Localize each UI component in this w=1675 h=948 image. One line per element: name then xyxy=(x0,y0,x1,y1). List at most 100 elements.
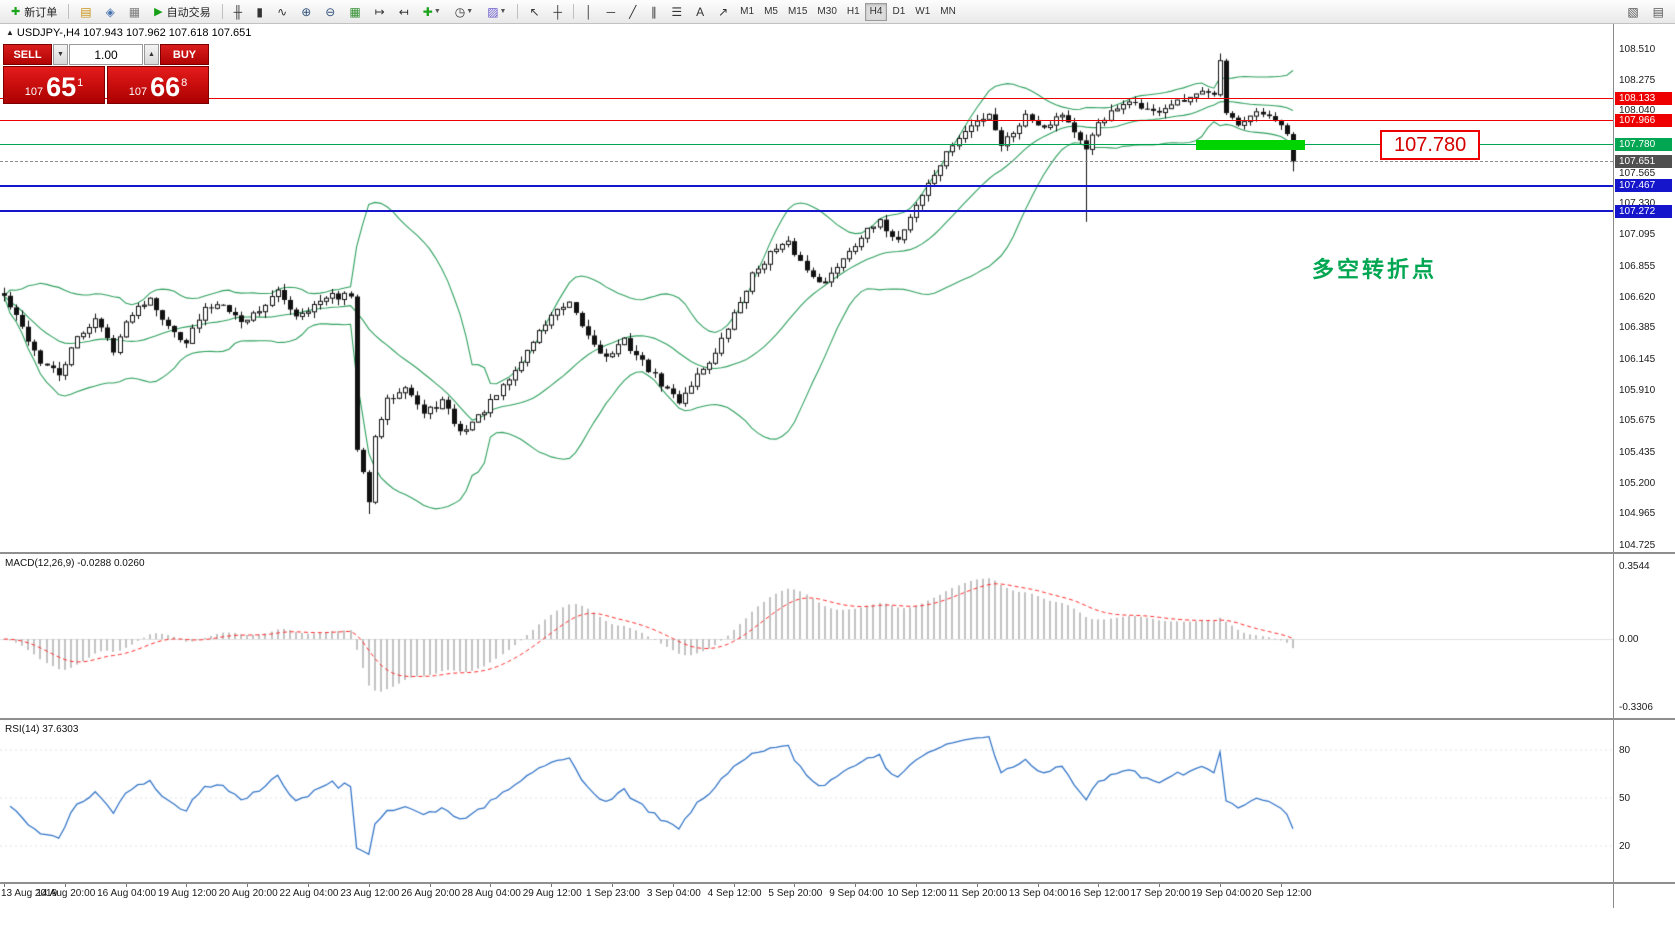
volume-up-button[interactable]: ▲ xyxy=(144,44,159,65)
chart-shift-icon[interactable]: ↤ xyxy=(392,2,416,22)
panel-separator[interactable] xyxy=(0,718,1675,720)
text-tool-icon[interactable]: A xyxy=(689,2,711,22)
templates-icon[interactable]: ▨ ▼ xyxy=(480,2,513,22)
timeframe-w1[interactable]: W1 xyxy=(910,3,935,21)
crosshair-icon[interactable]: ┼ xyxy=(547,2,570,22)
price-axis: 108.510 108.275 108.040 107.565 107.330 107.0… xyxy=(1613,24,1675,908)
time-tick xyxy=(794,884,796,887)
time-tick xyxy=(1280,884,1282,887)
vertical-line-icon-glyph: │ xyxy=(585,4,593,19)
cursor-icon[interactable]: ↖ xyxy=(522,2,546,22)
fibonacci-icon[interactable]: ☰ xyxy=(664,2,689,22)
hline-107.780[interactable] xyxy=(0,144,1613,146)
timeframe-h1[interactable]: H1 xyxy=(842,3,865,21)
rsi-indicator-canvas[interactable] xyxy=(0,720,1613,882)
new-order-button-label: 新订单 xyxy=(24,6,58,19)
line-chart-icon[interactable]: ∿ xyxy=(270,2,294,22)
market-watch-icon[interactable]: ▤ xyxy=(73,2,98,22)
timeframe-m5[interactable]: M5 xyxy=(759,3,783,21)
support-highlight-segment[interactable] xyxy=(1195,139,1306,150)
macd-indicator-canvas[interactable] xyxy=(0,554,1613,718)
auto-trading-glyph: ▶ xyxy=(154,6,163,18)
current-price-badge: 107.651 xyxy=(1615,154,1672,168)
price-axis-badge-107.966: 107.966 xyxy=(1615,113,1672,127)
annotation-text[interactable]: 多空转折点 xyxy=(1312,257,1438,282)
price-chart-canvas[interactable] xyxy=(0,24,1613,552)
indicators-icon[interactable]: ✚ ▼ xyxy=(416,2,448,22)
toolbar-separator xyxy=(573,4,575,19)
sell-button[interactable]: SELL xyxy=(3,44,52,65)
buy-price-button[interactable]: 107 66 8 xyxy=(107,66,209,104)
new-order-button[interactable]: ✚ 新订单 xyxy=(4,2,64,22)
chart-panel: 107.780 多空转折点 ▲ USDJPY-,H4 107.943 107.96… xyxy=(0,24,1675,948)
time-tick xyxy=(1037,884,1039,887)
zoom-out-icon[interactable]: ⊖ xyxy=(318,2,342,22)
vertical-line-icon[interactable]: │ xyxy=(578,2,600,22)
volume-down-button[interactable]: ▼ xyxy=(53,44,68,65)
timeframe-d1[interactable]: D1 xyxy=(887,3,910,21)
price-axis-label: 105.435 xyxy=(1619,446,1656,458)
tile-windows-icon[interactable]: ▦ xyxy=(342,2,367,22)
market-watch-icon-glyph: ▤ xyxy=(80,4,92,19)
price-callout[interactable]: 107.780 xyxy=(1380,129,1481,160)
terminal-icon[interactable]: ▦ xyxy=(122,2,147,22)
crosshair-icon-glyph: ┼ xyxy=(553,4,563,19)
new-chart-icon[interactable]: ▧ xyxy=(1620,2,1645,22)
cursor-icon-glyph: ↖ xyxy=(529,4,540,19)
collapse-panel-icon[interactable]: ▲ xyxy=(6,28,14,37)
buy-button[interactable]: BUY xyxy=(160,44,209,65)
macd-header: MACD(12,26,9) -0.0288 0.0260 xyxy=(5,558,145,569)
bar-chart-icon[interactable]: ╫ xyxy=(227,2,250,22)
symbol-ohlc-header: ▲ USDJPY-,H4 107.943 107.962 107.618 107.… xyxy=(6,27,251,39)
sell-price-button[interactable]: 107 65 1 xyxy=(3,66,105,104)
price-axis-label: 105.200 xyxy=(1619,477,1656,489)
macd-axis-label: 0.3544 xyxy=(1619,560,1650,572)
timeframe-h4[interactable]: H4 xyxy=(864,2,888,21)
channel-icon[interactable]: ∥ xyxy=(643,2,664,22)
periods-icon[interactable]: ◷ ▼ xyxy=(448,2,480,22)
hline-107.966[interactable] xyxy=(0,119,1613,121)
time-label: 23 Aug 12:00 xyxy=(340,888,400,899)
hline-108.133[interactable] xyxy=(0,97,1613,99)
price-axis-label: 108.275 xyxy=(1619,74,1656,86)
candlestick-chart-icon[interactable]: ▮ xyxy=(249,2,270,22)
time-tick xyxy=(490,884,492,887)
navigator-icon[interactable]: ◈ xyxy=(99,2,122,22)
price-axis-badge-107.272: 107.272 xyxy=(1615,204,1672,218)
arrows-tool-icon[interactable]: ↗ xyxy=(711,2,735,22)
horizontal-line-icon[interactable]: ─ xyxy=(600,2,623,22)
zoom-in-icon[interactable]: ⊕ xyxy=(294,2,318,22)
trendline-icon[interactable]: ╱ xyxy=(622,2,643,22)
time-tick xyxy=(429,884,431,887)
tile-windows-icon-glyph: ▦ xyxy=(349,4,361,19)
timeframe-m15[interactable]: M15 xyxy=(783,3,812,21)
time-tick xyxy=(551,884,553,887)
volume-input[interactable] xyxy=(69,44,143,65)
profiles-icon-glyph: ▤ xyxy=(1652,4,1664,19)
price-axis-label: 107.095 xyxy=(1619,229,1656,241)
timeframe-m1[interactable]: M1 xyxy=(735,3,759,21)
time-label: 20 Aug 20:00 xyxy=(218,888,278,899)
time-label: 13 Aug 2019 xyxy=(1,888,58,899)
profiles-icon[interactable]: ▤ xyxy=(1646,2,1671,22)
time-label: 20 Sep 12:00 xyxy=(1252,888,1312,899)
sell-price-pip: 1 xyxy=(77,77,84,89)
time-label: 4 Sep 12:00 xyxy=(707,888,762,899)
sell-price-big: 65 xyxy=(46,72,77,102)
price-axis-label: 104.965 xyxy=(1619,508,1656,520)
panel-separator[interactable] xyxy=(0,552,1675,554)
panel-separator[interactable] xyxy=(0,882,1675,884)
price-axis-badge-107.780: 107.780 xyxy=(1615,138,1672,152)
hline-107.272[interactable] xyxy=(0,210,1613,213)
price-axis-label: 105.675 xyxy=(1619,415,1656,427)
time-label: 17 Sep 20:00 xyxy=(1130,888,1190,899)
timeframe-mn[interactable]: MN xyxy=(935,3,961,21)
terminal-icon-glyph: ▦ xyxy=(128,4,141,19)
timeframe-m30[interactable]: M30 xyxy=(812,3,841,21)
auto-trading-button[interactable]: ▶ 自动交易 xyxy=(147,2,217,22)
time-label: 26 Aug 20:00 xyxy=(401,888,461,899)
auto-scroll-icon[interactable]: ↦ xyxy=(368,2,392,22)
trendline-icon-glyph: ╱ xyxy=(629,4,637,19)
channel-icon-glyph: ∥ xyxy=(650,4,657,19)
hline-107.467[interactable] xyxy=(0,184,1613,187)
